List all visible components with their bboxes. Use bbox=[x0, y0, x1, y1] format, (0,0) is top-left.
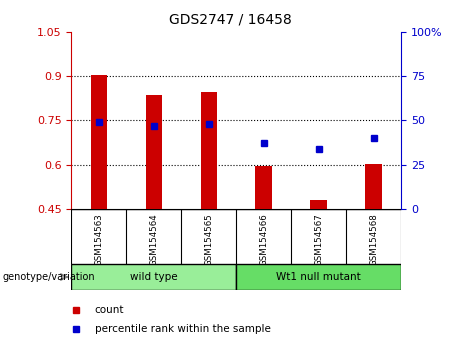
Bar bbox=[366, 164, 382, 209]
Bar bbox=[201, 92, 217, 209]
Text: GSM154567: GSM154567 bbox=[314, 213, 323, 266]
Text: GSM154568: GSM154568 bbox=[369, 213, 378, 266]
Text: GSM154564: GSM154564 bbox=[149, 213, 159, 266]
Bar bbox=[146, 95, 162, 209]
Bar bbox=[91, 75, 107, 209]
Text: count: count bbox=[95, 305, 124, 315]
Text: percentile rank within the sample: percentile rank within the sample bbox=[95, 324, 271, 334]
Bar bbox=[255, 166, 272, 209]
FancyBboxPatch shape bbox=[236, 264, 401, 290]
Text: GDS2747 / 16458: GDS2747 / 16458 bbox=[169, 12, 292, 27]
Bar bbox=[310, 200, 327, 209]
FancyBboxPatch shape bbox=[71, 264, 236, 290]
Text: Wt1 null mutant: Wt1 null mutant bbox=[276, 272, 361, 282]
Text: genotype/variation: genotype/variation bbox=[2, 272, 95, 282]
Text: GSM154565: GSM154565 bbox=[204, 213, 213, 266]
Text: wild type: wild type bbox=[130, 272, 177, 282]
Text: GSM154566: GSM154566 bbox=[259, 213, 268, 266]
Text: GSM154563: GSM154563 bbox=[95, 213, 103, 266]
